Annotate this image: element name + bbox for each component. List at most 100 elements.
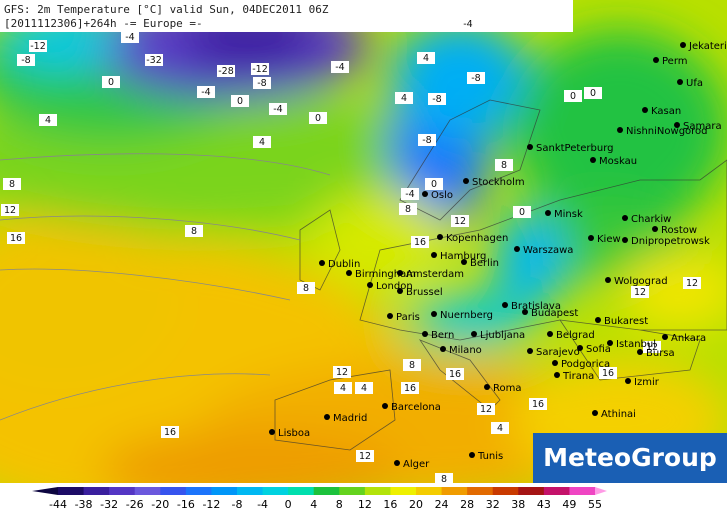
contour-label: 12 [480, 404, 492, 415]
city-dot [422, 331, 428, 337]
city-label: Sarajevo [536, 347, 580, 358]
city-label: Ankara [671, 333, 706, 344]
contour-label: 4 [401, 93, 407, 104]
city-label: Bern [431, 330, 454, 341]
city-dot [319, 260, 325, 266]
contour-label-box [334, 382, 352, 394]
colorbar-swatch [109, 487, 136, 495]
city-label: Minsk [554, 209, 583, 220]
contour-label: -4 [273, 104, 282, 115]
city-label: Istanbul [616, 339, 656, 350]
city-label: NishniNowgorod [626, 126, 708, 137]
contour-label: 4 [45, 115, 51, 126]
contour-label-box [451, 215, 469, 227]
colorbar-swatch [569, 487, 596, 495]
colorbar-swatch [518, 487, 545, 495]
colorbar-swatch [543, 487, 570, 495]
contour-label: -4 [201, 87, 210, 98]
colorbar-tick-label: -26 [126, 498, 144, 511]
city-dot [637, 349, 643, 355]
contour-label-box [399, 203, 417, 215]
city-label: Paris [396, 312, 420, 323]
contour-label: -12 [30, 41, 46, 52]
contour-label-box [411, 236, 429, 248]
colorbar-tick-label: 0 [285, 498, 292, 511]
contour-label-box [253, 77, 271, 89]
contour-label: -8 [257, 78, 266, 89]
contour-label: 8 [441, 474, 447, 485]
contour-label-box [459, 18, 477, 30]
city-dot [545, 210, 551, 216]
city-dot [607, 340, 613, 346]
city-label: Ufa [686, 78, 703, 89]
colorbar-tick-label: -16 [177, 498, 195, 511]
city-dot [269, 429, 275, 435]
city-label: Bukarest [604, 316, 648, 327]
contour-label-box [161, 426, 179, 438]
contour-label-box [401, 382, 419, 394]
contour-label: -4 [335, 62, 344, 73]
colorbar-swatch [390, 487, 417, 495]
city-label: Tirana [562, 371, 594, 382]
contour-label: 8 [9, 179, 15, 190]
city-label: Hamburg [440, 251, 486, 262]
city-label: Bursa [646, 348, 675, 359]
city-label: Kiew [597, 234, 621, 245]
contour-label: 8 [501, 160, 507, 171]
colorbar-tick-label: 16 [383, 498, 397, 511]
city-label: Dnipropetrowsk [631, 236, 710, 247]
contour-label-box [599, 367, 617, 379]
contour-label: 8 [303, 283, 309, 294]
city-label: Izmir [634, 377, 660, 388]
colorbar-swatch [288, 487, 315, 495]
colorbar-tick-label: -20 [151, 498, 169, 511]
city-label: Rostow [661, 225, 697, 236]
colorbar-tick-label: 24 [435, 498, 449, 511]
colorbar-swatch [467, 487, 494, 495]
colorbar-tick-label: 4 [310, 498, 317, 511]
city-label: Bratislava [511, 301, 561, 312]
city-dot [397, 270, 403, 276]
contour-label-box [643, 341, 661, 353]
city-dot [680, 42, 686, 48]
contour-label: -8 [422, 135, 431, 146]
city-dot [461, 259, 467, 265]
city-dot [605, 277, 611, 283]
city-dot [622, 215, 628, 221]
colorbar-tick-label: 12 [358, 498, 372, 511]
city-label: Stockholm [472, 177, 525, 188]
city-label: Birmingham [355, 269, 416, 280]
logo-box [533, 433, 727, 483]
contour-label-box [185, 225, 203, 237]
city-dot [554, 372, 560, 378]
contour-label-box [269, 103, 287, 115]
colorbar-swatch [416, 487, 443, 495]
contour-label-box [584, 87, 602, 99]
colorbar-tick-label: -8 [232, 498, 243, 511]
contour-label: -8 [471, 73, 480, 84]
city-dot [653, 57, 659, 63]
colorbar-swatch [492, 487, 519, 495]
city-dot [463, 178, 469, 184]
contour-label-box [197, 86, 215, 98]
logo-text: MeteoGroup [543, 443, 717, 472]
contour-label-box [401, 188, 419, 200]
contour-label: 16 [602, 368, 614, 379]
contour-label-box [121, 31, 139, 43]
colorbar-swatch [262, 487, 289, 495]
colorbar-swatch [441, 487, 468, 495]
contour-label: -28 [218, 66, 234, 77]
contour-label: 0 [570, 91, 576, 102]
city-dot [431, 252, 437, 258]
city-dot [552, 360, 558, 366]
contour-label: -4 [463, 19, 472, 30]
colorbar-tick-label: 55 [588, 498, 602, 511]
city-label: Ljubljana [480, 330, 525, 341]
contour-label-box [683, 277, 701, 289]
city-label: London [376, 281, 413, 292]
contour-label: 12 [686, 278, 698, 289]
city-dot [346, 270, 352, 276]
contour-label-box [1, 204, 19, 216]
city-dot [617, 127, 623, 133]
colorbar-swatch [83, 487, 110, 495]
